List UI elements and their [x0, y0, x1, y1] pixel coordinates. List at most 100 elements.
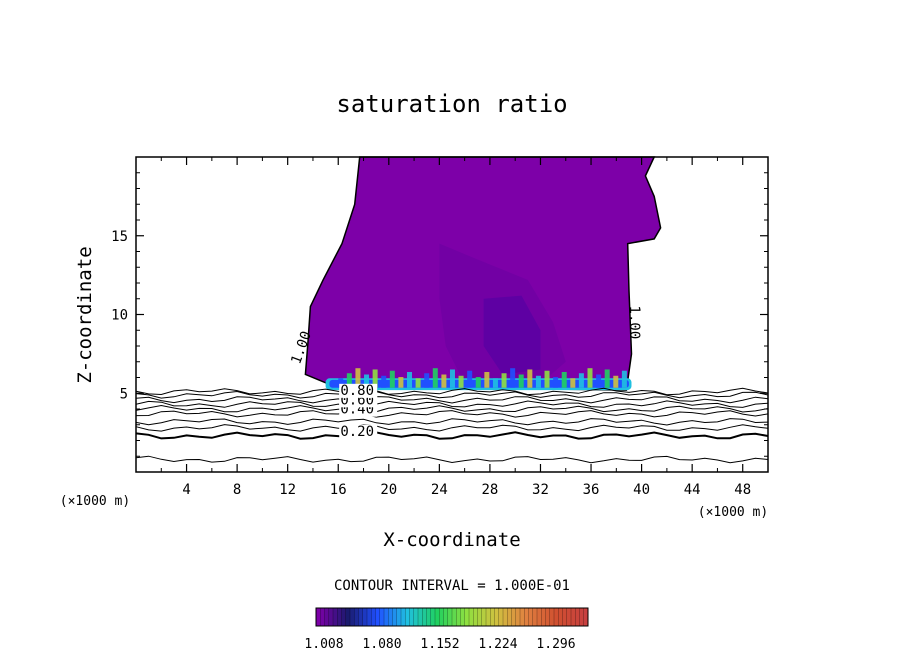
contour-line	[135, 400, 769, 408]
colorbar-segment	[358, 608, 364, 626]
contour-line	[135, 455, 769, 464]
colorbar-tick-label: 1.296	[536, 637, 575, 652]
contour-line	[135, 410, 769, 418]
colorbar-segment	[575, 608, 580, 626]
colorbar-segment	[571, 608, 576, 626]
y-tick-label: 10	[111, 308, 128, 324]
supersaturated-cell	[492, 378, 498, 388]
colorbar-segment	[333, 608, 338, 626]
contour-line	[135, 404, 769, 413]
supersaturated-cell	[355, 368, 361, 388]
supersaturated-cell	[364, 374, 370, 388]
colorbar-segment	[392, 608, 398, 626]
supersaturated-cell	[596, 374, 602, 388]
colorbar-segment	[418, 608, 423, 626]
colorbar-segment	[541, 608, 546, 626]
supersaturated-cell	[484, 371, 490, 388]
colorbar-segment	[528, 608, 534, 626]
x-tick-label: 24	[431, 482, 448, 498]
colorbar-segment	[354, 608, 359, 626]
colorbar-segment	[498, 608, 504, 626]
colorbar-segment	[490, 608, 495, 626]
x-unit-label-left: (×1000 m)	[60, 494, 130, 509]
colorbar-tick-labels: 1.008 1.080 1.152 1.224 1.296	[304, 637, 575, 652]
x-tick-label: 4	[182, 482, 190, 498]
chart-title: saturation ratio	[336, 90, 567, 118]
supersaturated-cell	[518, 374, 524, 388]
contour-line	[135, 387, 769, 396]
colorbar-segment	[362, 608, 368, 626]
supersaturated-cell	[587, 368, 593, 388]
colorbar-segment	[409, 608, 415, 626]
contour-line	[135, 424, 769, 432]
contour-line	[135, 390, 769, 399]
x-tick-label: 36	[583, 482, 600, 498]
colorbar-segment	[430, 608, 436, 626]
x-tick-label: 20	[380, 482, 397, 498]
colorbar-segment	[401, 608, 406, 626]
supersaturated-cell	[381, 375, 387, 388]
colorbar-segment	[549, 608, 555, 626]
supersaturated-cell	[510, 368, 516, 388]
supersaturated-cell	[432, 368, 438, 388]
x-tick-label: 12	[279, 482, 296, 498]
plot-area: 0.200.400.600.801.001.00 4 8 12 16 20 24 28 32 3…	[111, 156, 769, 498]
supersaturated-cell	[553, 377, 559, 388]
supersaturated-cell	[604, 369, 610, 388]
supersaturated-cell	[527, 369, 533, 388]
colorbar-segment	[328, 608, 334, 626]
supersaturated-cell	[389, 370, 395, 388]
colorbar-segment	[481, 608, 487, 626]
colorbar-segment	[566, 608, 572, 626]
supersaturated-cell	[407, 371, 413, 388]
colorbar-segment	[405, 608, 410, 626]
colorbar-tick-label: 1.080	[362, 637, 401, 652]
colorbar-segment	[443, 608, 449, 626]
colorbar-segment	[316, 608, 321, 626]
colorbar-segment	[503, 608, 508, 626]
x-tick-label: 28	[481, 482, 498, 498]
colorbar-segment	[558, 608, 563, 626]
supersaturated-cell	[561, 371, 567, 388]
colorbar-segment	[473, 608, 478, 626]
colorbar-segment	[422, 608, 427, 626]
colorbar-segment	[379, 608, 385, 626]
colorbar-segment	[486, 608, 491, 626]
colorbar-segment	[537, 608, 542, 626]
colorbar-tick-label: 1.224	[478, 637, 517, 652]
colorbar-segment	[511, 608, 517, 626]
colorbar	[315, 607, 589, 627]
colorbar-segment	[375, 608, 381, 626]
colorbar-segment	[384, 608, 389, 626]
colorbar-segment	[507, 608, 512, 626]
contour-interval-label: CONTOUR INTERVAL = 1.000E-01	[334, 578, 570, 594]
supersaturated-cell	[501, 373, 507, 388]
supersaturated-cell	[415, 378, 421, 388]
colorbar-segment	[477, 608, 483, 626]
y-axis-title: Z-coordinate	[74, 246, 96, 383]
supersaturated-cell	[338, 378, 344, 388]
contour-label: 0.20	[340, 424, 374, 440]
colorbar-segment	[447, 608, 453, 626]
colorbar-segment	[388, 608, 393, 626]
supersaturated-cell	[398, 377, 404, 388]
colorbar-frame	[315, 607, 589, 627]
supersaturated-cell	[570, 378, 576, 388]
colorbar-segment	[426, 608, 432, 626]
colorbar-segment	[452, 608, 457, 626]
colorbar-segment	[371, 608, 376, 626]
supersaturated-cell	[346, 373, 352, 388]
colorbar-segment	[464, 608, 470, 626]
contour-line	[135, 431, 769, 440]
colorbar-segment	[345, 608, 351, 626]
supersaturated-cell	[621, 370, 627, 388]
supersaturated-cell	[424, 373, 430, 388]
colorbar-segment	[520, 608, 525, 626]
supersaturated-cell	[535, 375, 541, 388]
contour-label-bg	[339, 424, 378, 439]
colorbar-segment	[324, 608, 330, 626]
x-axis-title: X-coordinate	[383, 529, 520, 551]
contour-label: 0.80	[340, 383, 374, 399]
